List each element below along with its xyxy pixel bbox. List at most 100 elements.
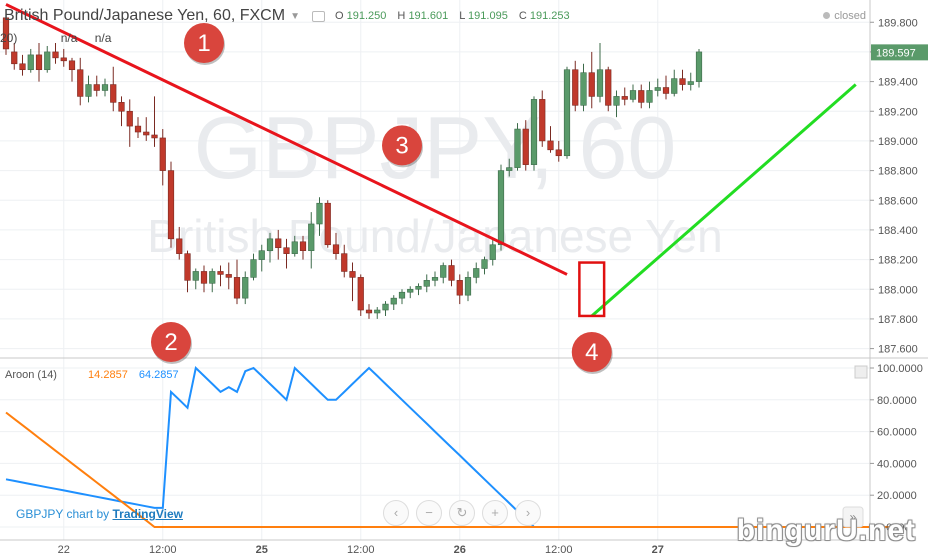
candle-body bbox=[60, 57, 67, 62]
candle-body bbox=[324, 202, 331, 246]
candle-body bbox=[456, 280, 463, 296]
candle-body bbox=[68, 60, 76, 71]
candle-body bbox=[629, 90, 637, 100]
candle-body bbox=[357, 277, 364, 311]
chart-header: British Pound/Japanese Yen, 60, FXCM ▼ O… bbox=[0, 0, 578, 32]
marker-1 bbox=[184, 23, 224, 64]
candle-body bbox=[497, 170, 505, 246]
candle-body bbox=[308, 223, 315, 251]
candle-body bbox=[11, 51, 18, 65]
candle-body bbox=[217, 271, 224, 275]
candle-body bbox=[605, 69, 612, 106]
candle-body bbox=[110, 84, 117, 103]
candle-body bbox=[167, 170, 175, 240]
marker-2 bbox=[151, 322, 191, 362]
price-tick-label: 189.200 bbox=[878, 106, 918, 118]
price-tick-label: 189.000 bbox=[878, 136, 918, 148]
symbol-title[interactable]: British Pound/Japanese Yen, 60, FXCM bbox=[4, 7, 286, 24]
candle-body bbox=[489, 244, 496, 260]
candle-body bbox=[563, 69, 571, 157]
time-tick-label: 22 bbox=[58, 544, 70, 556]
candle-body bbox=[555, 149, 562, 157]
candle-body bbox=[118, 102, 125, 112]
candle-body bbox=[85, 84, 92, 97]
pane-maximize-icon bbox=[854, 365, 868, 379]
candle-body bbox=[473, 268, 480, 278]
aroon-tick-label: 60.0000 bbox=[877, 427, 917, 439]
marker-label: 4 bbox=[585, 339, 598, 366]
candle-body bbox=[621, 96, 628, 100]
candle-body bbox=[176, 238, 183, 254]
last-price-label: 189.597 bbox=[876, 47, 916, 59]
candle-body bbox=[415, 285, 422, 290]
candle-body bbox=[547, 140, 554, 151]
candle-body bbox=[242, 277, 249, 299]
candle-body bbox=[407, 288, 414, 293]
reset-button[interactable]: ↻ bbox=[449, 500, 475, 526]
candle-body bbox=[588, 72, 595, 97]
price-tick-label: 188.800 bbox=[878, 166, 918, 178]
chevron-down-icon[interactable]: ▼ bbox=[290, 10, 300, 22]
candle-body bbox=[506, 167, 513, 171]
chart-navigation: ‹ − ↻ + › bbox=[383, 500, 541, 526]
candle-body bbox=[184, 253, 191, 281]
price-tick-label: 189.400 bbox=[878, 77, 918, 89]
candle-body bbox=[299, 241, 307, 251]
time-tick-label: 26 bbox=[454, 544, 466, 556]
price-tick-label: 188.200 bbox=[878, 255, 918, 267]
candle-body bbox=[662, 87, 670, 94]
candle-body bbox=[481, 259, 488, 269]
aroon-tick-label: 40.0000 bbox=[877, 458, 917, 470]
candle-body bbox=[209, 271, 216, 284]
candle-body bbox=[35, 54, 43, 71]
aroon-legend[interactable]: Aroon (14) 14.2857 64.2857 bbox=[5, 369, 179, 381]
candle-body bbox=[522, 128, 529, 165]
price-tick-label: 187.600 bbox=[878, 344, 918, 356]
marker-4 bbox=[571, 332, 612, 372]
top-indicator-legend[interactable]: 20) n/a n/a bbox=[0, 31, 112, 45]
aroon-down-line bbox=[5, 411, 889, 528]
time-tick-label: 12:00 bbox=[545, 544, 573, 556]
zoom-in-button[interactable]: + bbox=[482, 500, 508, 526]
uptrend-line bbox=[590, 83, 857, 318]
candle-body bbox=[341, 253, 348, 272]
price-tick-label: 189.800 bbox=[878, 17, 918, 29]
zoom-out-button[interactable]: − bbox=[416, 500, 442, 526]
candle-body bbox=[349, 271, 356, 278]
candle-body bbox=[671, 78, 678, 94]
candle-body bbox=[151, 134, 158, 139]
candle-body bbox=[539, 99, 546, 142]
candle-body bbox=[283, 247, 290, 254]
candle-body bbox=[679, 78, 686, 85]
candle-body bbox=[390, 297, 397, 305]
candle-body bbox=[572, 69, 579, 106]
camera-icon[interactable] bbox=[311, 10, 325, 22]
candle-body bbox=[382, 303, 389, 311]
price-tick-label: 188.400 bbox=[878, 225, 918, 237]
candle-body bbox=[225, 274, 232, 278]
time-tick-label: 27 bbox=[652, 544, 664, 556]
candle-body bbox=[398, 291, 406, 299]
scroll-right-button[interactable]: › bbox=[515, 500, 541, 526]
candle-body bbox=[291, 241, 298, 254]
candle-body bbox=[19, 63, 26, 71]
candle-body bbox=[638, 90, 645, 103]
candle-body bbox=[250, 259, 257, 278]
candle-body bbox=[143, 131, 150, 136]
marker-label: 1 bbox=[197, 30, 210, 57]
last-price-tag bbox=[871, 44, 928, 61]
candle-body bbox=[374, 309, 381, 314]
candle-body bbox=[695, 51, 703, 82]
ohlc-readout: O 191.250 H 191.601 L 191.095 C 191.253 bbox=[334, 10, 570, 22]
tradingview-link[interactable]: TradingView bbox=[112, 507, 183, 521]
marker-label: 3 bbox=[395, 132, 408, 159]
candle-body bbox=[159, 137, 166, 171]
scroll-end-icon bbox=[842, 506, 864, 528]
candle-body bbox=[530, 99, 538, 165]
scroll-left-button[interactable]: ‹ bbox=[383, 500, 409, 526]
candle-body bbox=[192, 271, 199, 281]
candle-body bbox=[596, 69, 604, 97]
candle-body bbox=[431, 277, 439, 281]
